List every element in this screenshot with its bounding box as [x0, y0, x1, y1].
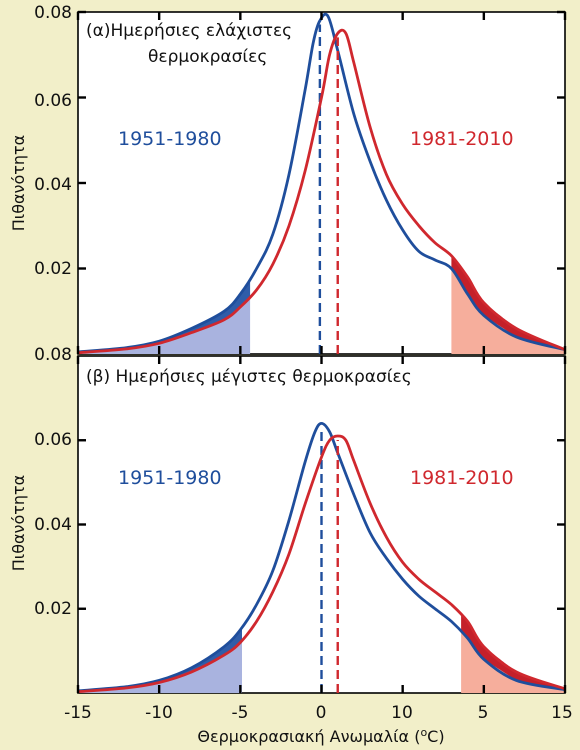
panel-a-ylabel: Πιθανότητα: [9, 135, 28, 231]
cold-tail-fill: [78, 296, 251, 354]
xtick-label-3: 0: [316, 703, 327, 723]
xtick-label-0: -15: [64, 703, 92, 723]
cold-tail-fill: [78, 640, 242, 693]
series-line-1981-2010: [77, 434, 566, 694]
panel-b-ylabel: Πιθανότητα: [9, 475, 28, 571]
series-line-1951-1980: [77, 12, 566, 354]
panel-a-legend-1981-2010: 1981-2010: [410, 128, 514, 150]
x-axis-title-tail: C): [427, 727, 444, 746]
warm-tail-difference-fill: [461, 614, 565, 690]
panel-b-ytick-label-2: 0.02: [34, 599, 72, 619]
series-line-1951-1980: [77, 422, 566, 693]
panel-a-title-line2: θερμοκρασίες: [148, 47, 267, 67]
xtick-label-2: -5: [232, 703, 249, 723]
panel-b-title: (β) Ημερήσιες μέγιστες θερμοκρασίες: [86, 367, 412, 387]
panel-a-title: (α)Ημερήσιες ελάχιστες: [86, 21, 292, 41]
x-axis-tick-labels: -15 -10 -5 0 10 5 15: [64, 703, 573, 723]
panel-a-ytick-label-3: 0.02: [34, 259, 72, 279]
x-axis-title-sup: o: [420, 726, 427, 739]
panel-a-ytick-label-2: 0.04: [34, 175, 72, 195]
panel-a-plot-area: [77, 11, 566, 355]
panel-b-max-temperatures: (β) Ημερήσιες μέγιστες θερμοκρασίες 1951…: [9, 355, 567, 694]
panel-b-legend-1981-2010: 1981-2010: [410, 467, 514, 489]
panel-b-legend-1951-1980: 1951-1980: [118, 467, 222, 489]
warm-tail-fill: [451, 268, 565, 354]
series-line-1981-2010: [77, 28, 566, 355]
x-axis-title-main: Θερμοκρασιακή Ανωμαλία (: [197, 727, 420, 746]
xtick-label-6: 15: [551, 703, 573, 723]
warm-tail-fill: [461, 631, 565, 693]
xtick-label-5: 5: [478, 703, 489, 723]
xtick-label-4: 10: [391, 703, 413, 723]
xtick-label-1: -10: [145, 703, 173, 723]
panel-a-legend-1951-1980: 1951-1980: [118, 128, 222, 150]
panel-a-ytick-label-4: 0.08: [34, 345, 72, 365]
cold-tail-difference-fill: [78, 627, 242, 692]
panel-b-ytick-label-1: 0.04: [34, 515, 72, 535]
panel-a-ytick-label-1: 0.06: [34, 91, 72, 111]
panel-a-ytick-label-0: 0.08: [34, 3, 72, 23]
panel-b-ytick-label-0: 0.06: [34, 430, 72, 450]
panel-a-min-temperatures: (α)Ημερήσιες ελάχιστες θερμοκρασίες 1951…: [9, 3, 567, 365]
x-axis-title: Θερμοκρασιακή Ανωμαλία (oC): [197, 726, 444, 746]
